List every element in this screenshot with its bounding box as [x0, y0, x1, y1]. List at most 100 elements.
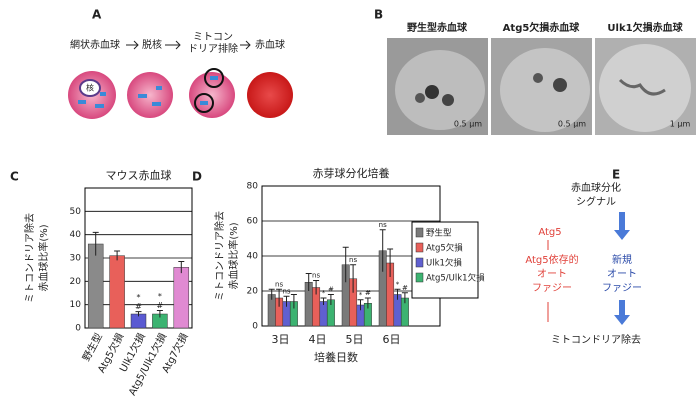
error-bar [394, 288, 401, 300]
e-text: ファジー [602, 283, 642, 294]
e-text: オート [607, 268, 637, 280]
y-tick-label: 60 [247, 217, 259, 227]
y-tick-label: 40 [247, 252, 259, 262]
y-tick-label: 20 [247, 287, 259, 297]
significance: ns [282, 287, 290, 295]
scale-bar: 1 μm [670, 120, 691, 129]
significance: * [359, 291, 363, 299]
e-text: Atg5 [538, 227, 561, 238]
y-axis-label: ミトコンドリア除去 [213, 211, 226, 301]
scale-bar: 0.5 μm [454, 120, 482, 129]
chart-title: マウス赤血球 [106, 168, 172, 182]
error-bar [401, 292, 408, 304]
error-bar [320, 297, 327, 305]
error-bar [283, 295, 290, 307]
error-bar [327, 294, 334, 305]
micrograph-title: Atg5欠損赤血球 [503, 21, 581, 34]
micrograph-title: 野生型赤血球 [407, 21, 468, 34]
error-bar [92, 231, 99, 256]
nucleus-label: 核 [86, 83, 94, 93]
significance: ns [275, 280, 283, 288]
y-axis-label: 赤血球比率(%) [37, 224, 50, 291]
legend-label: Ulk1欠損 [426, 258, 462, 269]
e-text: 赤血球分化 [571, 181, 621, 194]
e-text: ミトコンドリア除去 [551, 333, 641, 346]
x-tick-label: 3日 [272, 333, 290, 346]
y-tick-label: 80 [247, 182, 259, 192]
error-bar [290, 294, 297, 309]
error-bar [379, 229, 386, 272]
x-tick-label: 5日 [346, 333, 364, 346]
e-text: 新規 [612, 253, 632, 266]
legend-swatch [415, 272, 424, 283]
bar [87, 243, 104, 329]
bar [319, 301, 328, 327]
error-bar [156, 310, 163, 318]
error-bar [387, 248, 394, 277]
legend-label: Atg5/Ulk1欠損 [426, 273, 485, 284]
step: ミトコン [193, 32, 233, 43]
error-bar [305, 273, 312, 291]
step: ドリア排除 [188, 42, 238, 55]
significance: * [396, 280, 400, 288]
y-axis-label: ミトコンドリア除去 [23, 213, 36, 303]
e-text: シグナル [576, 195, 616, 208]
arrows [126, 40, 251, 50]
error-bar [364, 297, 371, 309]
significance: * [158, 292, 162, 301]
y-tick-label: 50 [70, 207, 82, 217]
error-bar [178, 261, 185, 274]
significance: * [137, 293, 141, 302]
y-tick-label: 10 [70, 300, 82, 310]
y-tick-label: 0 [252, 322, 258, 332]
x-tick-label: 4日 [309, 333, 327, 346]
panel-label: E [612, 168, 620, 182]
e-text: オート [537, 268, 567, 280]
e-arrows [547, 212, 630, 325]
error-bar [135, 311, 142, 317]
legend-label: Atg5欠損 [426, 243, 463, 254]
micrograph-title: Ulk1欠損赤血球 [607, 21, 683, 34]
panel-label: A [92, 8, 102, 22]
legend-label: 野生型 [426, 228, 452, 239]
e-text: Atg5依存的 [525, 253, 578, 266]
legend-swatch [415, 257, 424, 268]
significance: # [157, 301, 164, 310]
panel-label: C [10, 170, 19, 184]
significance: # [402, 284, 408, 292]
panel-label: D [192, 170, 202, 184]
significance: ns [349, 256, 357, 264]
x-tick-label: 6日 [383, 333, 401, 346]
error-bar [114, 250, 121, 261]
y-tick-label: 30 [70, 254, 82, 264]
significance: * [322, 289, 326, 297]
significance: # [328, 286, 334, 294]
error-bar [342, 246, 349, 283]
significance: ns [379, 221, 387, 229]
bar [173, 267, 190, 329]
chart-title: 赤芽球分化培養 [313, 166, 390, 180]
y-axis-label: 赤血球比率(%) [227, 222, 240, 289]
error-bar [350, 264, 357, 293]
y-tick-label: 20 [70, 277, 82, 287]
cells [68, 68, 293, 119]
significance: # [365, 289, 371, 297]
x-axis-label: 培養日数 [314, 350, 358, 364]
scale-bar: 0.5 μm [558, 120, 586, 129]
micrographs [387, 38, 696, 135]
legend-swatch [415, 242, 424, 253]
bar [109, 255, 125, 329]
y-tick-label: 40 [70, 230, 82, 240]
legend-swatch [415, 227, 424, 238]
error-bar [357, 299, 364, 311]
significance: ns [312, 272, 320, 280]
e-text: ファジー [532, 283, 572, 294]
error-bar [268, 288, 275, 300]
step: 赤血球 [255, 38, 285, 51]
y-tick-label: 0 [75, 324, 81, 334]
error-bar [313, 280, 320, 295]
significance: # [135, 302, 142, 311]
panel-label: B [374, 8, 383, 22]
step: 脱核 [142, 38, 162, 51]
